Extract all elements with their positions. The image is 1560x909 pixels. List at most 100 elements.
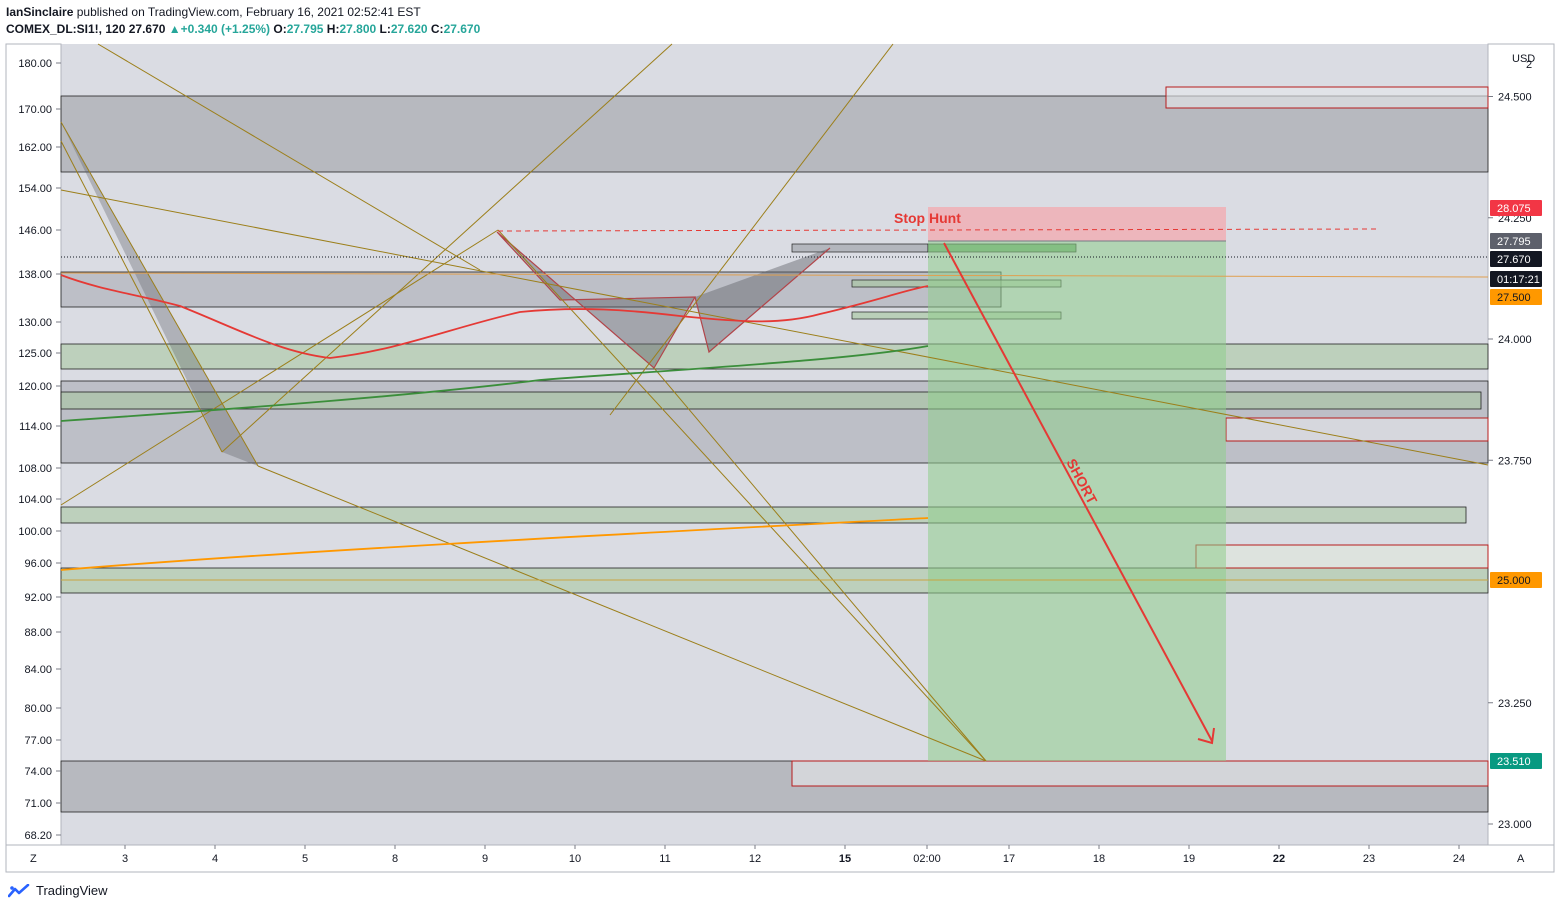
right-axis-tick: 23.750 bbox=[1498, 455, 1532, 467]
red-box-bottom bbox=[791, 760, 1489, 787]
price-tag-bg bbox=[1490, 251, 1542, 267]
time-axis-tick: 22 bbox=[1273, 853, 1285, 865]
plot-area[interactable] bbox=[61, 44, 1488, 845]
left-axis-labels: 180.00 170.00 162.00 154.00 146.00 138.00 130.… bbox=[18, 58, 61, 842]
price-tag-bg bbox=[1490, 200, 1542, 216]
high-label: H: bbox=[326, 22, 340, 36]
price-chart[interactable]: USD Z A bbox=[0, 0, 1560, 874]
price-tag: 25.000 bbox=[1497, 575, 1531, 587]
stop-hunt-label: Stop Hunt bbox=[894, 210, 961, 226]
harmonic-pattern-fill-1 bbox=[497, 232, 695, 368]
price-tag: 01:17:21 bbox=[1497, 274, 1540, 286]
left-axis-tick: 77.00 bbox=[24, 735, 52, 747]
chart-header: IanSinclaire published on TradingView.co… bbox=[0, 0, 1560, 44]
support-zone-green-3 bbox=[60, 506, 1467, 524]
trend-line-8 bbox=[609, 43, 894, 416]
up-triangle-icon: ▲ bbox=[168, 22, 181, 36]
left-axis-tick: 154.00 bbox=[18, 183, 52, 195]
time-axis-tick: 24 bbox=[1453, 853, 1465, 865]
left-axis-tick: 170.00 bbox=[18, 104, 52, 116]
price-tag: 27.795 bbox=[1497, 236, 1531, 248]
right-axis-tick: 24.000 bbox=[1498, 334, 1532, 346]
red-box-low bbox=[1195, 544, 1489, 569]
currency-label: USD bbox=[1512, 53, 1535, 65]
price-tag-bg bbox=[1490, 753, 1542, 769]
last-price: 27.670 bbox=[128, 22, 166, 36]
red-box-mid bbox=[1225, 417, 1489, 442]
time-axis-panel[interactable] bbox=[5, 844, 1555, 873]
symbol-name[interactable]: COMEX_DL:SI1!, 120 bbox=[6, 22, 126, 36]
close-label: C: bbox=[430, 22, 444, 36]
price-tag-bg bbox=[1490, 572, 1542, 588]
price-tag: 23.510 bbox=[1497, 756, 1531, 768]
tradingview-logo-icon bbox=[8, 883, 30, 897]
trend-line-9 bbox=[97, 43, 481, 271]
ma-green bbox=[60, 345, 929, 422]
left-axis-tick: 180.00 bbox=[18, 58, 52, 70]
ma-red bbox=[60, 274, 929, 359]
time-axis-tick: 23 bbox=[1363, 853, 1375, 865]
price-change: +0.340 (+1.25%) bbox=[180, 22, 271, 36]
left-axis-tick: 100.00 bbox=[18, 526, 52, 538]
right-axis-panel[interactable] bbox=[1487, 43, 1555, 846]
open-value: 27.795 bbox=[286, 22, 324, 36]
time-axis-tick: 5 bbox=[302, 853, 308, 865]
price-tag-bg bbox=[1490, 271, 1542, 287]
time-axis-tick: 17 bbox=[1003, 853, 1015, 865]
time-axis-tick: 3 bbox=[122, 853, 128, 865]
harmonic-pattern-fill-2 bbox=[695, 248, 830, 352]
trend-line-6 bbox=[257, 465, 987, 762]
author-name[interactable]: IanSinclaire bbox=[6, 5, 74, 19]
auto-scale-a-label: A bbox=[1517, 853, 1525, 865]
zones-layer bbox=[60, 86, 1489, 813]
time-axis-tick: 8 bbox=[392, 853, 398, 865]
left-axis-tick: 92.00 bbox=[24, 592, 52, 604]
trend-line-11 bbox=[60, 272, 1489, 278]
moving-averages-layer bbox=[60, 274, 929, 571]
right-axis-tick: 23.000 bbox=[1498, 819, 1532, 831]
published-text: published on TradingView.com, February 1… bbox=[76, 5, 421, 19]
footer: TradingView bbox=[0, 874, 1560, 909]
left-axis-tick: 80.00 bbox=[24, 703, 52, 715]
low-label: L: bbox=[379, 22, 391, 36]
left-axis-tick: 74.00 bbox=[24, 766, 52, 778]
ma-orange bbox=[60, 517, 929, 571]
tradingview-brand: TradingView bbox=[36, 883, 108, 898]
left-axis-tick: 114.00 bbox=[19, 421, 52, 433]
right-axis-tick: 2 bbox=[1526, 59, 1532, 71]
right-axis-tick: 24.500 bbox=[1498, 92, 1532, 104]
high-value: 27.800 bbox=[339, 22, 377, 36]
tradingview-logo[interactable]: TradingView bbox=[8, 883, 108, 898]
left-axis-tick: 130.00 bbox=[18, 317, 52, 329]
trend-line-10 bbox=[653, 367, 987, 762]
open-label: O: bbox=[273, 22, 287, 36]
left-axis-tick: 120.00 bbox=[18, 381, 52, 393]
time-axis-tick: 11 bbox=[659, 853, 670, 865]
stop-hunt-dashed-line bbox=[497, 228, 1379, 232]
low-value: 27.620 bbox=[390, 22, 428, 36]
resistance-zone bbox=[60, 95, 1489, 173]
stop-loss-area bbox=[928, 207, 1226, 241]
time-axis-tick: 02:00 bbox=[913, 853, 941, 865]
left-axis-tick: 162.00 bbox=[18, 142, 52, 154]
left-axis-tick: 108.00 bbox=[18, 463, 52, 475]
time-axis-labels: 3 4 5 8 9 10 11 12 15 02:00 17 18 19 22 23 24 bbox=[122, 845, 1465, 865]
price-tag: 27.670 bbox=[1497, 254, 1531, 266]
support-zone-green-2 bbox=[60, 391, 1482, 410]
harmonic-pattern-outline-2 bbox=[694, 247, 831, 354]
symbol-line: COMEX_DL:SI1!, 120 27.670 ▲+0.340 (+1.25… bbox=[6, 22, 480, 36]
trend-line-1 bbox=[60, 189, 1489, 466]
price-tag: 28.075 bbox=[1497, 203, 1531, 215]
scale-z-label: Z bbox=[30, 853, 37, 865]
price-tag-bg bbox=[1490, 233, 1542, 249]
right-axis-tick: 23.250 bbox=[1498, 698, 1532, 710]
red-box-top bbox=[1165, 86, 1489, 109]
trend-line-5 bbox=[221, 43, 673, 453]
left-axis-tick: 84.00 bbox=[24, 664, 52, 676]
price-tags: 28.075 27.795 27.670 01:17:21 27.500 25.000 23… bbox=[1490, 200, 1542, 769]
time-axis-tick: 18 bbox=[1093, 853, 1105, 865]
left-axis-tick: 146.00 bbox=[18, 225, 52, 237]
left-axis-tick: 138.00 bbox=[18, 269, 52, 281]
time-axis-tick: 9 bbox=[482, 853, 488, 865]
left-axis-panel[interactable] bbox=[5, 43, 62, 846]
